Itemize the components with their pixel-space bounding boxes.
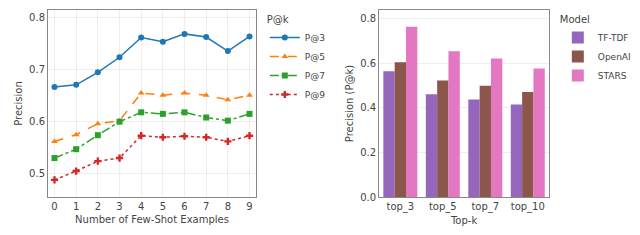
svg-text:top_10: top_10 [511,201,545,213]
svg-text:top_7: top_7 [471,201,499,213]
svg-text:0.8: 0.8 [360,13,376,24]
svg-text:1: 1 [73,201,79,212]
svg-text:top_5: top_5 [429,201,457,213]
svg-text:top_3: top_3 [386,201,414,213]
svg-text:0: 0 [51,201,57,212]
svg-text:0.6: 0.6 [29,116,45,127]
svg-text:P@7: P@7 [305,71,325,81]
svg-text:Top-k: Top-k [450,215,477,226]
svg-text:9: 9 [246,201,252,212]
svg-text:P@5: P@5 [305,52,325,62]
svg-text:0.2: 0.2 [360,147,376,158]
svg-text:7: 7 [203,201,209,212]
svg-text:0.0: 0.0 [360,192,376,203]
svg-text:4: 4 [138,201,144,212]
svg-text:0.7: 0.7 [29,64,45,75]
svg-text:2: 2 [95,201,101,212]
svg-text:8: 8 [225,201,231,212]
svg-text:Number of Few-Shot Examples: Number of Few-Shot Examples [75,214,229,225]
svg-text:Precision (P@k): Precision (P@k) [344,65,355,143]
svg-text:0.8: 0.8 [29,12,45,23]
svg-text:STARS: STARS [598,71,627,81]
svg-text:6: 6 [181,201,187,212]
svg-text:5: 5 [160,201,166,212]
svg-text:0.4: 0.4 [360,102,376,113]
svg-text:0.5: 0.5 [29,168,45,179]
svg-text:TF-TDF: TF-TDF [597,33,629,43]
svg-text:P@k: P@k [267,14,289,25]
svg-text:0.6: 0.6 [360,58,376,69]
svg-text:P@3: P@3 [305,33,325,43]
svg-text:OpenAI: OpenAI [598,52,631,62]
svg-text:P@9: P@9 [305,90,325,100]
svg-text:3: 3 [116,201,122,212]
svg-text:Model: Model [560,14,590,25]
svg-text:Precision: Precision [13,81,24,126]
